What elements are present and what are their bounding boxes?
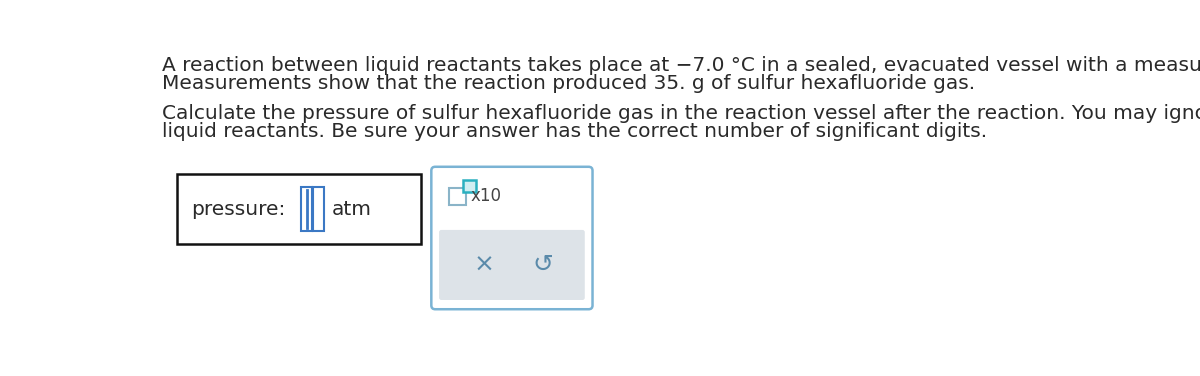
Text: Calculate the pressure of sulfur hexafluoride gas in the reaction vessel after t: Calculate the pressure of sulfur hexaflu… [162, 104, 1200, 123]
FancyBboxPatch shape [439, 230, 584, 300]
Text: x10: x10 [470, 187, 502, 205]
Text: A reaction between liquid reactants takes place at −7.0 °C in a sealed, evacuate: A reaction between liquid reactants take… [162, 56, 1200, 75]
Text: ↺: ↺ [533, 253, 553, 277]
Text: pressure:: pressure: [191, 200, 286, 218]
Text: ×: × [473, 253, 494, 277]
FancyBboxPatch shape [449, 188, 466, 205]
FancyBboxPatch shape [431, 167, 593, 309]
Text: liquid reactants. Be sure your answer has the correct number of significant digi: liquid reactants. Be sure your answer ha… [162, 122, 986, 141]
FancyBboxPatch shape [178, 174, 421, 244]
Text: atm: atm [332, 200, 372, 218]
FancyBboxPatch shape [313, 187, 324, 231]
FancyBboxPatch shape [463, 180, 475, 192]
FancyBboxPatch shape [301, 187, 312, 231]
Text: Measurements show that the reaction produced 35. g of sulfur hexafluoride gas.: Measurements show that the reaction prod… [162, 74, 974, 93]
